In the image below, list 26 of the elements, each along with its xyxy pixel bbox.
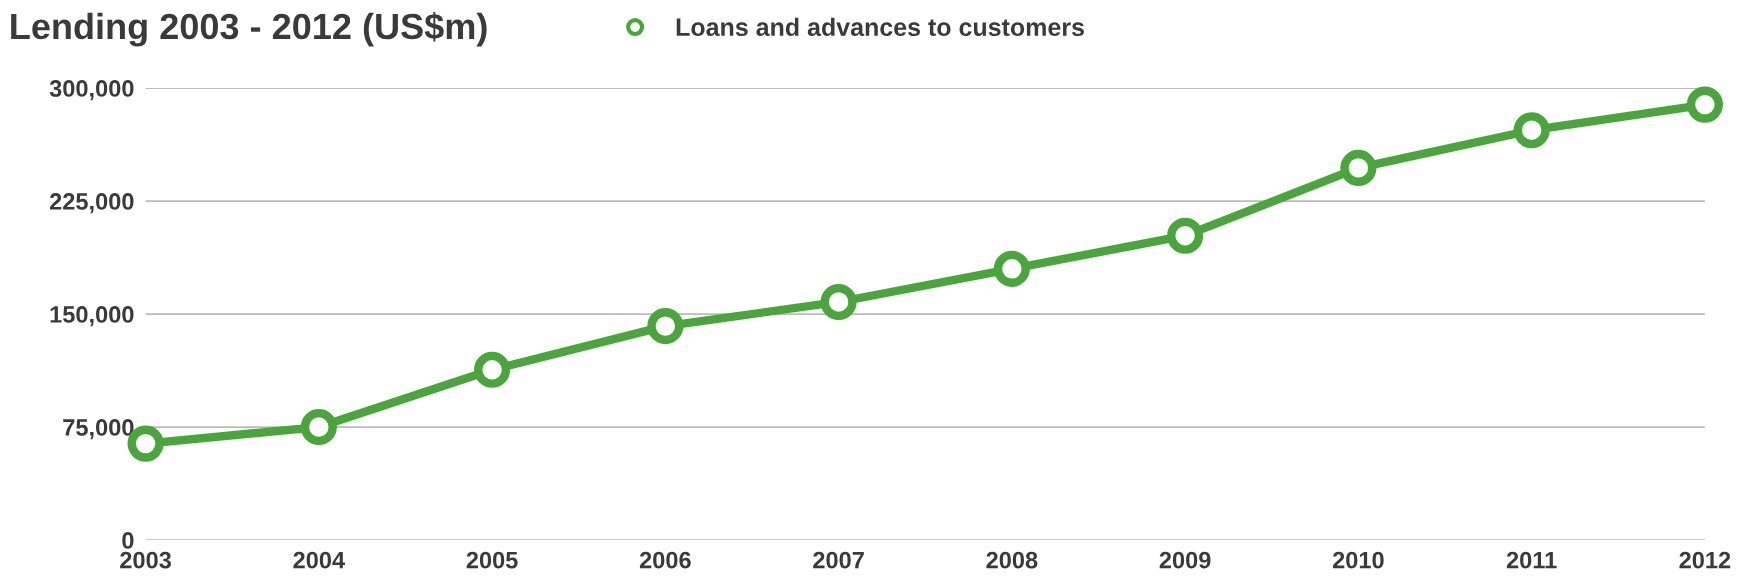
x-tick-label: 2007 (813, 551, 864, 569)
y-tick-label: 75,000 (63, 419, 134, 440)
chart-title: Lending 2003 - 2012 (US$m) (11, 12, 487, 47)
x-tick-label: 2003 (120, 551, 171, 569)
x-tick-label: 2012 (1679, 551, 1731, 569)
point (300, 408, 337, 446)
x-tick-label: 2008 (986, 551, 1038, 569)
y-tick-label: 225,000 (49, 193, 134, 214)
x-tick-label: 2004 (293, 551, 345, 569)
y-tick-label: 150,000 (50, 306, 134, 327)
point (1340, 149, 1377, 186)
point (647, 308, 684, 345)
point (1167, 217, 1204, 254)
x-tick-label: 2006 (639, 551, 691, 569)
x-tick-label: 2005 (466, 551, 518, 569)
x-tick-label: 2010 (1332, 551, 1384, 569)
point (1513, 112, 1550, 149)
y-tick-label: 300,000 (49, 80, 134, 101)
x-tick-label: 2011 (1506, 551, 1557, 569)
point (474, 351, 511, 388)
legend-label: Loans and advances to customers (676, 17, 1084, 37)
point (820, 283, 857, 321)
y-tick-label: 0 (122, 532, 134, 549)
x-tick-label: 2009 (1159, 551, 1211, 569)
point (1686, 86, 1723, 123)
point (993, 250, 1030, 287)
